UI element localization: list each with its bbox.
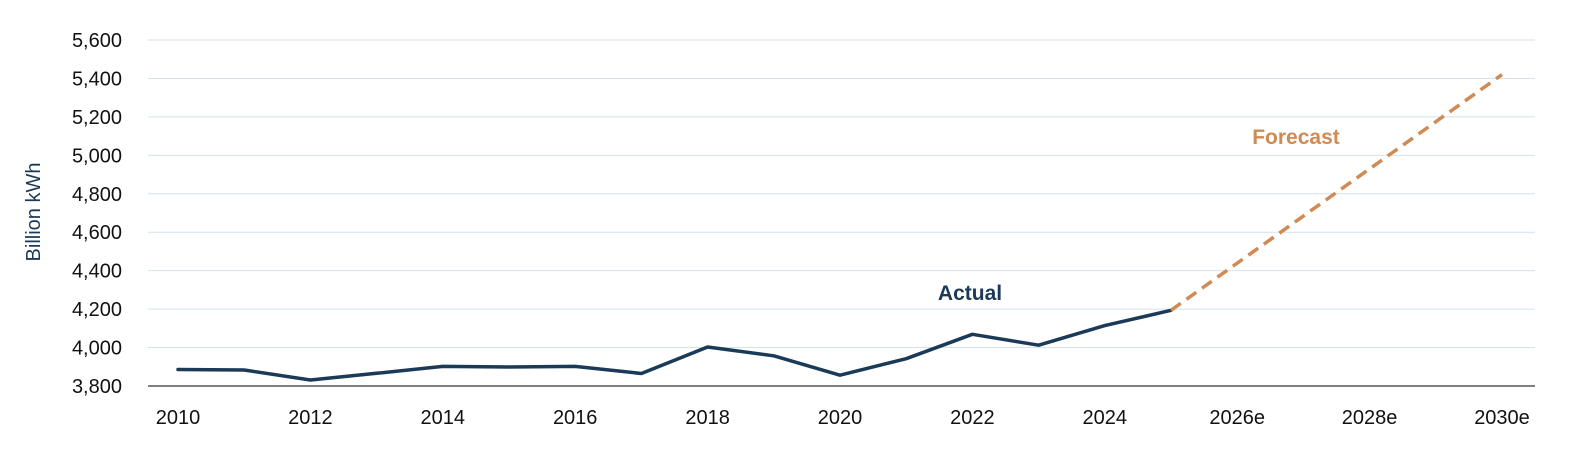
forecast-series-line — [1169, 73, 1504, 312]
y-axis-label: Billion kWh — [23, 163, 45, 262]
x-tick-label: 2022 — [950, 407, 995, 429]
x-tick-label: 2026e — [1209, 407, 1265, 429]
x-tick-label: 2014 — [421, 407, 466, 429]
actual-series-label: Actual — [938, 282, 1002, 305]
y-tick-label: 4,800 — [72, 184, 122, 206]
y-tick-label: 5,000 — [72, 145, 122, 167]
y-axis-tick-labels: 3,800 4,000 4,200 4,400 4,600 4,800 5,000 5,200… — [72, 30, 122, 398]
series-lines — [176, 73, 1504, 382]
y-tick-label: 4,600 — [72, 222, 122, 244]
x-tick-label: 2016 — [553, 407, 598, 429]
x-tick-label: 2028e — [1342, 407, 1398, 429]
y-tick-label: 5,400 — [72, 68, 122, 90]
gridlines — [148, 39, 1535, 349]
x-tick-label: 2012 — [288, 407, 333, 429]
y-tick-label: 5,200 — [72, 107, 122, 129]
x-axis-tick-labels: 2010 2012 2014 2016 2018 2020 2022 2024 2026e 202… — [156, 407, 1530, 429]
actual-series-line — [176, 308, 1173, 382]
forecast-series-label: Forecast — [1252, 126, 1340, 149]
y-tick-label: 5,600 — [72, 30, 122, 52]
x-tick-label: 2018 — [685, 407, 730, 429]
y-tick-label: 3,800 — [72, 376, 122, 398]
y-tick-label: 4,200 — [72, 299, 122, 321]
x-tick-label: 2024 — [1083, 407, 1128, 429]
x-tick-label: 2010 — [156, 407, 201, 429]
x-tick-label: 2020 — [818, 407, 863, 429]
y-tick-label: 4,400 — [72, 261, 122, 283]
y-tick-label: 4,000 — [72, 338, 122, 360]
x-tick-label: 2030e — [1474, 407, 1530, 429]
